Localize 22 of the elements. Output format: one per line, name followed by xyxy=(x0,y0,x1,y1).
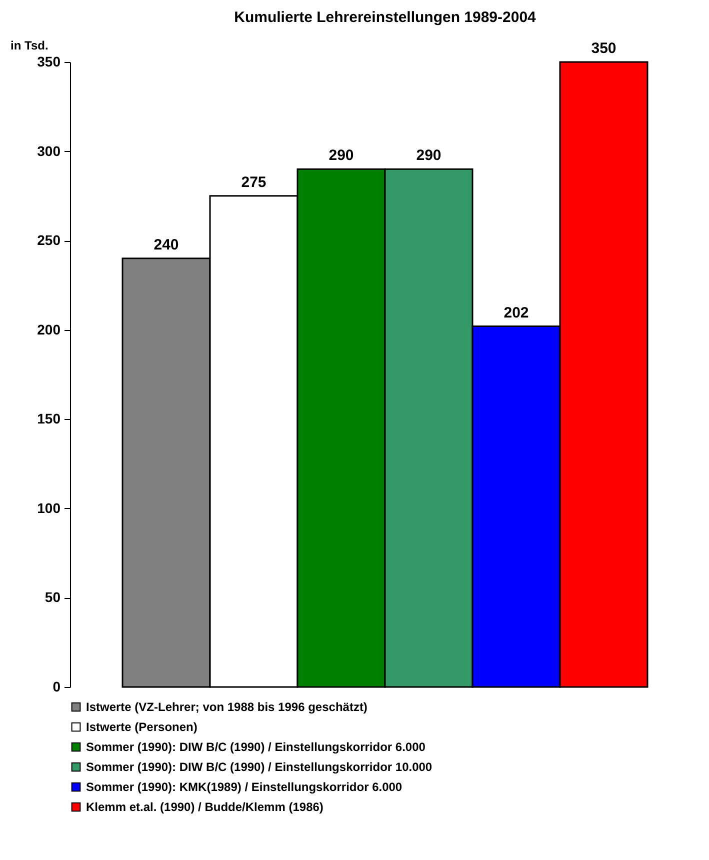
y-tick-label: 100 xyxy=(37,500,61,516)
data-label: 240 xyxy=(154,236,179,254)
legend-label: Sommer (1990): KMK(1989) / Einstellungskorridor 6.000 xyxy=(86,780,402,794)
legend-label: Istwerte (Personen) xyxy=(86,720,198,734)
y-tick-label: 200 xyxy=(37,321,61,338)
data-label: 350 xyxy=(591,40,616,57)
chart-title: Kumulierte Lehrereinstellungen 1989-2004 xyxy=(234,9,537,26)
y-tick-label: 150 xyxy=(37,410,61,427)
y-tick-label: 350 xyxy=(37,54,61,70)
legend-label: Istwerte (VZ-Lehrer; von 1988 bis 1996 geschätzt) xyxy=(86,700,368,714)
y-tick-label: 50 xyxy=(44,589,61,606)
y-axis-title: in Tsd. xyxy=(10,38,48,52)
legend-label: Sommer (1990): DIW B/C (1990) / Einstellungskorridor 10.000 xyxy=(86,760,432,774)
legend-label: Klemm et.al. (1990) / Budde/Klemm (1986) xyxy=(86,800,324,814)
data-label: 202 xyxy=(504,304,529,322)
y-tick-label: 0 xyxy=(52,678,61,694)
data-label: 275 xyxy=(241,174,266,191)
y-tick-label: 300 xyxy=(37,142,61,159)
legend-label: Sommer (1990): DIW B/C (1990) / Einstellungskorridor 6.000 xyxy=(86,740,426,754)
data-label: 290 xyxy=(328,147,354,164)
data-label: 290 xyxy=(416,147,442,164)
y-tick-label: 250 xyxy=(37,232,61,248)
